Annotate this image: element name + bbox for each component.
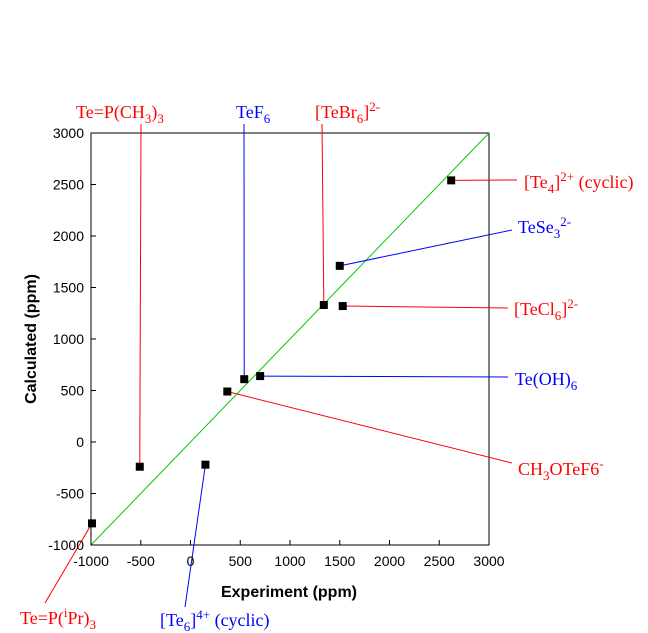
callout-part: 3	[157, 111, 164, 126]
data-point-tef6	[240, 375, 249, 384]
callout-part: TeSe	[518, 217, 554, 237]
data-point-tese3	[335, 261, 344, 270]
callout-part: CH	[518, 459, 543, 479]
x-tick-label: 0	[187, 553, 195, 569]
callout-part: Pr)	[68, 608, 90, 629]
data-point-ch3otef6	[223, 387, 232, 396]
callout-part: 2-	[369, 99, 380, 114]
data-points	[87, 176, 456, 528]
connector-tebr6	[321, 123, 325, 306]
callout-label-tebr6: [TeBr6]2-	[315, 99, 380, 126]
callout-part: 6	[184, 619, 191, 633]
callout-part: 3	[90, 617, 97, 632]
connector-te_pch3	[139, 123, 142, 467]
callout-part: (cyclic)	[574, 172, 633, 193]
connector-ch3otef6	[227, 391, 513, 464]
callout-part: 6	[555, 308, 562, 323]
callout-part: ]	[363, 102, 369, 122]
y-tick-label: 1000	[53, 331, 84, 347]
callout-part: 3	[145, 111, 152, 126]
callout-part: (cyclic)	[210, 610, 269, 631]
y-tick-label: 2000	[53, 228, 84, 244]
data-point-te4	[447, 176, 456, 185]
data-point-te_pch3	[135, 462, 144, 471]
callout-part: 3	[554, 226, 561, 241]
x-tick-label: 2000	[374, 553, 405, 569]
reference-line	[90, 132, 490, 546]
x-axis-title: Experiment (ppm)	[221, 584, 357, 601]
x-tick-label: -1000	[73, 553, 109, 569]
x-tick-label: 2500	[424, 553, 455, 569]
callout-part: ]	[554, 172, 560, 192]
callout-label-te_pipr3: Te=P(iPr)3	[20, 605, 96, 632]
y-tick-label: 0	[76, 434, 84, 450]
callout-labels: Te=P(CH3)3 TeF6 [TeBr6]2-[Te4]2+ (cyclic)T…	[20, 99, 634, 633]
y-tick-label: 500	[61, 383, 85, 399]
callout-part: Te=P(	[20, 608, 64, 629]
callout-part: 3	[543, 468, 550, 483]
y-tick-label: 2500	[53, 177, 84, 193]
callout-label-tecl6: [TeCl6]2-	[514, 296, 578, 323]
callout-part: 6	[264, 111, 271, 126]
callout-part: Te=P(CH	[76, 102, 145, 123]
callout-part: i	[64, 605, 68, 620]
callout-part: 4+	[196, 607, 210, 622]
y-tick-label: -500	[56, 486, 84, 502]
reference-line-group	[90, 132, 490, 546]
callout-connectors	[44, 123, 518, 608]
callout-label-te4: [Te4]2+ (cyclic)	[524, 169, 634, 196]
data-point-te6	[201, 460, 210, 469]
data-point-teoh6	[256, 372, 265, 381]
connector-tecl6	[342, 305, 509, 309]
callout-part: )	[151, 102, 157, 123]
data-point-tecl6	[338, 302, 347, 311]
callout-part: 6	[571, 378, 578, 393]
connector-teoh6	[260, 375, 509, 378]
callout-part: 2-	[567, 296, 578, 311]
callout-part: 2-	[560, 214, 571, 229]
y-tick-label: 1500	[53, 280, 84, 296]
callout-label-ch3otef6: CH3OTeF6-	[518, 456, 604, 483]
callout-label-te6: [Te6]4+ (cyclic)	[160, 607, 270, 633]
callout-part: [TeBr	[315, 102, 357, 122]
data-point-tebr6	[319, 301, 328, 310]
x-axis-ticks: -1000 -500 0 500 1000 1500 2000 2500 3000	[73, 540, 505, 569]
callout-part: ]	[561, 299, 567, 319]
x-tick-label: -500	[127, 553, 155, 569]
y-tick-label: -1000	[48, 537, 84, 553]
x-tick-label: 500	[229, 553, 253, 569]
callout-part: 2+	[560, 169, 574, 184]
connector-te6	[184, 464, 206, 608]
connector-te_pipr3	[44, 523, 93, 604]
x-tick-label: 3000	[473, 553, 504, 569]
data-point-te_pipr3	[87, 519, 96, 528]
callout-part: [TeCl	[514, 299, 555, 319]
y-tick-label: 3000	[53, 125, 84, 141]
y-axis-title: Calculated (ppm)	[23, 274, 40, 404]
callout-part: [Te	[160, 610, 184, 630]
callout-label-te_pch3: Te=P(CH3)3	[76, 102, 164, 126]
callout-part: ]	[190, 610, 196, 630]
callout-part: -	[599, 456, 603, 471]
callout-label-tese3: TeSe32-	[518, 214, 571, 241]
x-tick-label: 1500	[324, 553, 355, 569]
callout-part: TeF	[236, 102, 264, 122]
callout-part: OTeF6	[550, 459, 600, 479]
callout-label-teoh6: Te(OH)6	[515, 369, 578, 393]
callout-part: 6	[357, 111, 364, 126]
callout-part: [Te	[524, 172, 548, 192]
callout-label-tef6: TeF6	[236, 102, 271, 126]
callout-part: Te(OH)	[515, 369, 571, 390]
y-axis-ticks: -1000 -500 0 500 1000 1500 2000 2500 3000	[48, 125, 96, 553]
x-tick-label: 1000	[274, 553, 305, 569]
callout-part: 4	[548, 181, 555, 196]
connector-tese3	[339, 229, 513, 267]
